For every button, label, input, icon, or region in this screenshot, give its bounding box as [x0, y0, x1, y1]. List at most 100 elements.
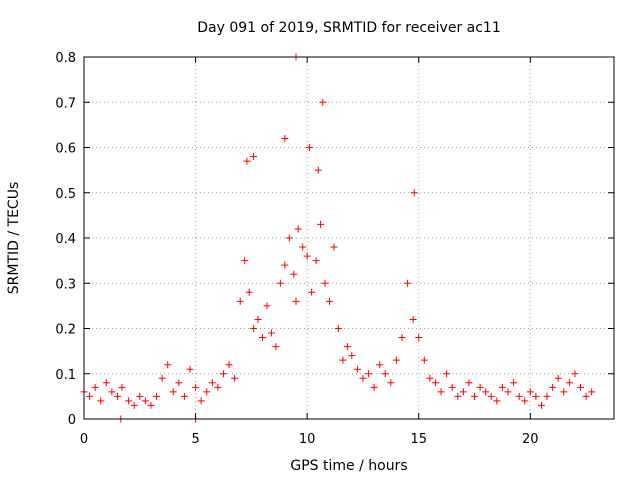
- data-point: [130, 401, 138, 409]
- data-point: [521, 397, 529, 405]
- data-point: [325, 297, 333, 305]
- y-axis-label: SRMTID / TECUs: [6, 182, 22, 295]
- data-point: [343, 343, 351, 351]
- data-point: [370, 383, 378, 391]
- data-point: [292, 297, 300, 305]
- data-point: [549, 383, 557, 391]
- data-point: [267, 329, 275, 337]
- x-tick-label: 10: [299, 432, 316, 447]
- data-point: [387, 379, 395, 387]
- data-point: [312, 257, 320, 265]
- data-point: [560, 388, 568, 396]
- data-point: [290, 270, 298, 278]
- data-point: [180, 392, 188, 400]
- data-point: [305, 144, 313, 151]
- data-point: [153, 392, 161, 400]
- data-point: [250, 325, 258, 332]
- data-point: [498, 383, 506, 391]
- data-point: [175, 379, 183, 387]
- data-point: [410, 189, 418, 197]
- data-point: [487, 392, 495, 400]
- data-point: [294, 225, 302, 233]
- data-point: [186, 365, 194, 373]
- data-point: [125, 397, 133, 405]
- data-point: [113, 392, 121, 400]
- data-point: [532, 392, 540, 400]
- data-point: [299, 243, 307, 251]
- data-point: [272, 343, 280, 351]
- y-tick-label: 0.2: [55, 323, 76, 338]
- data-point: [334, 325, 342, 332]
- data-point: [510, 379, 518, 387]
- y-tick-label: 0.4: [55, 232, 76, 247]
- data-point: [231, 374, 239, 382]
- data-point: [493, 397, 501, 405]
- data-point: [376, 361, 384, 369]
- x-tick-label: 15: [410, 432, 427, 447]
- data-point: [303, 252, 311, 260]
- x-tick-label: 5: [191, 432, 199, 447]
- data-point: [169, 388, 177, 396]
- data-point: [537, 401, 545, 409]
- data-point: [97, 397, 105, 405]
- data-point: [91, 383, 99, 391]
- data-point: [353, 365, 361, 373]
- data-point: [543, 392, 551, 400]
- data-point: [259, 334, 267, 342]
- data-point: [308, 288, 316, 296]
- data-point: [339, 356, 347, 364]
- data-point: [118, 383, 126, 391]
- data-point: [471, 392, 479, 400]
- data-point: [254, 315, 262, 323]
- data-point: [448, 383, 456, 391]
- data-point: [409, 315, 417, 323]
- data-point: [250, 153, 258, 161]
- data-point: [263, 302, 271, 310]
- x-tick-label: 20: [522, 432, 539, 447]
- data-point: [415, 334, 423, 342]
- data-point: [86, 392, 94, 400]
- grid-lines: [84, 57, 614, 419]
- data-point: [203, 388, 211, 396]
- data-point: [102, 379, 110, 387]
- data-point: [108, 388, 116, 396]
- data-point: [365, 370, 373, 378]
- data-point: [164, 361, 172, 369]
- y-tick-label: 0.5: [55, 187, 76, 202]
- data-point: [241, 257, 249, 265]
- data-point: [192, 383, 200, 391]
- data-point: [158, 374, 166, 382]
- data-point: [214, 383, 222, 391]
- data-point: [431, 379, 439, 387]
- data-point: [281, 134, 289, 142]
- data-point: [276, 279, 284, 287]
- data-point: [392, 356, 400, 364]
- data-point: [565, 379, 573, 387]
- data-point: [476, 383, 484, 391]
- data-point: [236, 297, 244, 305]
- data-point: [317, 220, 325, 228]
- data-point: [197, 397, 205, 405]
- y-tick-label: 0: [68, 413, 76, 428]
- data-point: [582, 392, 590, 400]
- data-point: [459, 388, 467, 396]
- data-points: [80, 53, 596, 423]
- data-point: [465, 379, 473, 387]
- axis-ticks: 0 0.1 0.2 0.3 0.4 0.5 0.6 0.7 0.8 0 5 10 15 20: [55, 51, 614, 447]
- data-point: [482, 388, 490, 396]
- y-tick-label: 0.8: [55, 51, 76, 66]
- data-point: [225, 361, 233, 369]
- y-tick-label: 0.7: [55, 96, 76, 111]
- data-point: [437, 388, 445, 396]
- data-point: [281, 261, 289, 269]
- chart-title: Day 091 of 2019, SRMTID for receiver ac1…: [197, 20, 501, 36]
- x-axis-label: GPS time / hours: [290, 458, 407, 474]
- y-tick-label: 0.3: [55, 277, 76, 292]
- data-point: [420, 356, 428, 364]
- data-point: [443, 370, 451, 378]
- data-point: [243, 157, 251, 165]
- data-point: [526, 388, 534, 396]
- data-point: [314, 166, 322, 174]
